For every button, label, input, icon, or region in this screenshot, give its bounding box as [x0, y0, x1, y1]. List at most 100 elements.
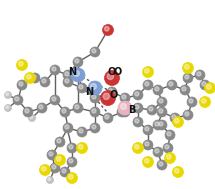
- Circle shape: [17, 80, 27, 90]
- Circle shape: [90, 123, 100, 133]
- Circle shape: [92, 109, 96, 113]
- Circle shape: [172, 115, 176, 119]
- Circle shape: [147, 105, 157, 115]
- Circle shape: [69, 174, 73, 179]
- Circle shape: [120, 93, 130, 103]
- Circle shape: [118, 101, 132, 115]
- Circle shape: [92, 125, 96, 129]
- Circle shape: [63, 123, 73, 133]
- Circle shape: [164, 153, 175, 163]
- Circle shape: [175, 168, 179, 173]
- Circle shape: [19, 82, 23, 86]
- Circle shape: [153, 85, 163, 95]
- Circle shape: [155, 122, 159, 126]
- Circle shape: [40, 164, 51, 176]
- Circle shape: [48, 178, 51, 181]
- Circle shape: [50, 95, 60, 105]
- Circle shape: [67, 143, 77, 153]
- Circle shape: [52, 67, 56, 71]
- Circle shape: [103, 93, 109, 99]
- Circle shape: [119, 109, 123, 113]
- Circle shape: [100, 91, 115, 105]
- Text: O: O: [114, 67, 122, 77]
- Circle shape: [189, 99, 193, 103]
- Circle shape: [67, 157, 77, 167]
- Circle shape: [39, 105, 43, 109]
- Circle shape: [145, 82, 149, 86]
- Circle shape: [74, 70, 79, 76]
- Circle shape: [169, 82, 173, 86]
- Circle shape: [92, 95, 96, 99]
- Circle shape: [159, 162, 163, 166]
- Circle shape: [206, 84, 211, 89]
- Circle shape: [143, 80, 153, 90]
- Circle shape: [91, 84, 96, 89]
- Text: N: N: [85, 87, 93, 97]
- Circle shape: [62, 169, 66, 173]
- Circle shape: [69, 145, 73, 149]
- Circle shape: [204, 83, 215, 94]
- Circle shape: [63, 70, 73, 80]
- Circle shape: [30, 116, 33, 119]
- Circle shape: [167, 132, 171, 136]
- Circle shape: [170, 113, 180, 123]
- Circle shape: [122, 109, 126, 113]
- Circle shape: [159, 122, 163, 126]
- Circle shape: [5, 91, 11, 98]
- Circle shape: [41, 167, 46, 171]
- Circle shape: [69, 159, 73, 163]
- Circle shape: [134, 144, 139, 149]
- Circle shape: [167, 80, 177, 90]
- Circle shape: [166, 154, 171, 159]
- Circle shape: [77, 143, 88, 153]
- Circle shape: [50, 163, 60, 173]
- Circle shape: [153, 147, 163, 157]
- Circle shape: [153, 120, 163, 130]
- Circle shape: [133, 103, 143, 113]
- Circle shape: [185, 75, 189, 79]
- Circle shape: [197, 72, 201, 76]
- Circle shape: [149, 107, 153, 111]
- Circle shape: [182, 87, 186, 91]
- Circle shape: [50, 65, 60, 75]
- Text: O: O: [108, 67, 116, 77]
- Circle shape: [18, 61, 23, 66]
- Circle shape: [65, 79, 69, 83]
- Circle shape: [92, 49, 96, 53]
- Circle shape: [157, 120, 167, 130]
- Circle shape: [13, 95, 23, 105]
- Circle shape: [121, 104, 126, 109]
- Circle shape: [109, 89, 113, 93]
- Circle shape: [73, 103, 83, 113]
- Circle shape: [79, 85, 83, 89]
- Circle shape: [143, 156, 154, 167]
- Circle shape: [122, 95, 126, 99]
- Circle shape: [103, 25, 114, 36]
- Circle shape: [201, 98, 206, 103]
- Circle shape: [187, 97, 197, 107]
- Circle shape: [71, 68, 85, 82]
- Text: B: B: [128, 105, 136, 115]
- Circle shape: [183, 63, 194, 74]
- Circle shape: [46, 177, 54, 184]
- Circle shape: [180, 85, 190, 95]
- Circle shape: [66, 173, 77, 184]
- Circle shape: [77, 83, 87, 93]
- Circle shape: [135, 119, 139, 123]
- Circle shape: [143, 125, 153, 135]
- Circle shape: [157, 160, 167, 170]
- Circle shape: [117, 107, 127, 117]
- Circle shape: [200, 80, 210, 90]
- Text: O: O: [110, 90, 118, 100]
- Circle shape: [159, 109, 163, 113]
- Circle shape: [57, 156, 61, 161]
- Circle shape: [165, 130, 175, 140]
- Circle shape: [57, 139, 61, 143]
- Circle shape: [6, 106, 9, 109]
- Circle shape: [133, 117, 143, 127]
- Circle shape: [184, 64, 189, 69]
- Circle shape: [23, 107, 33, 117]
- Circle shape: [73, 57, 83, 67]
- Circle shape: [107, 87, 117, 97]
- Circle shape: [88, 81, 102, 95]
